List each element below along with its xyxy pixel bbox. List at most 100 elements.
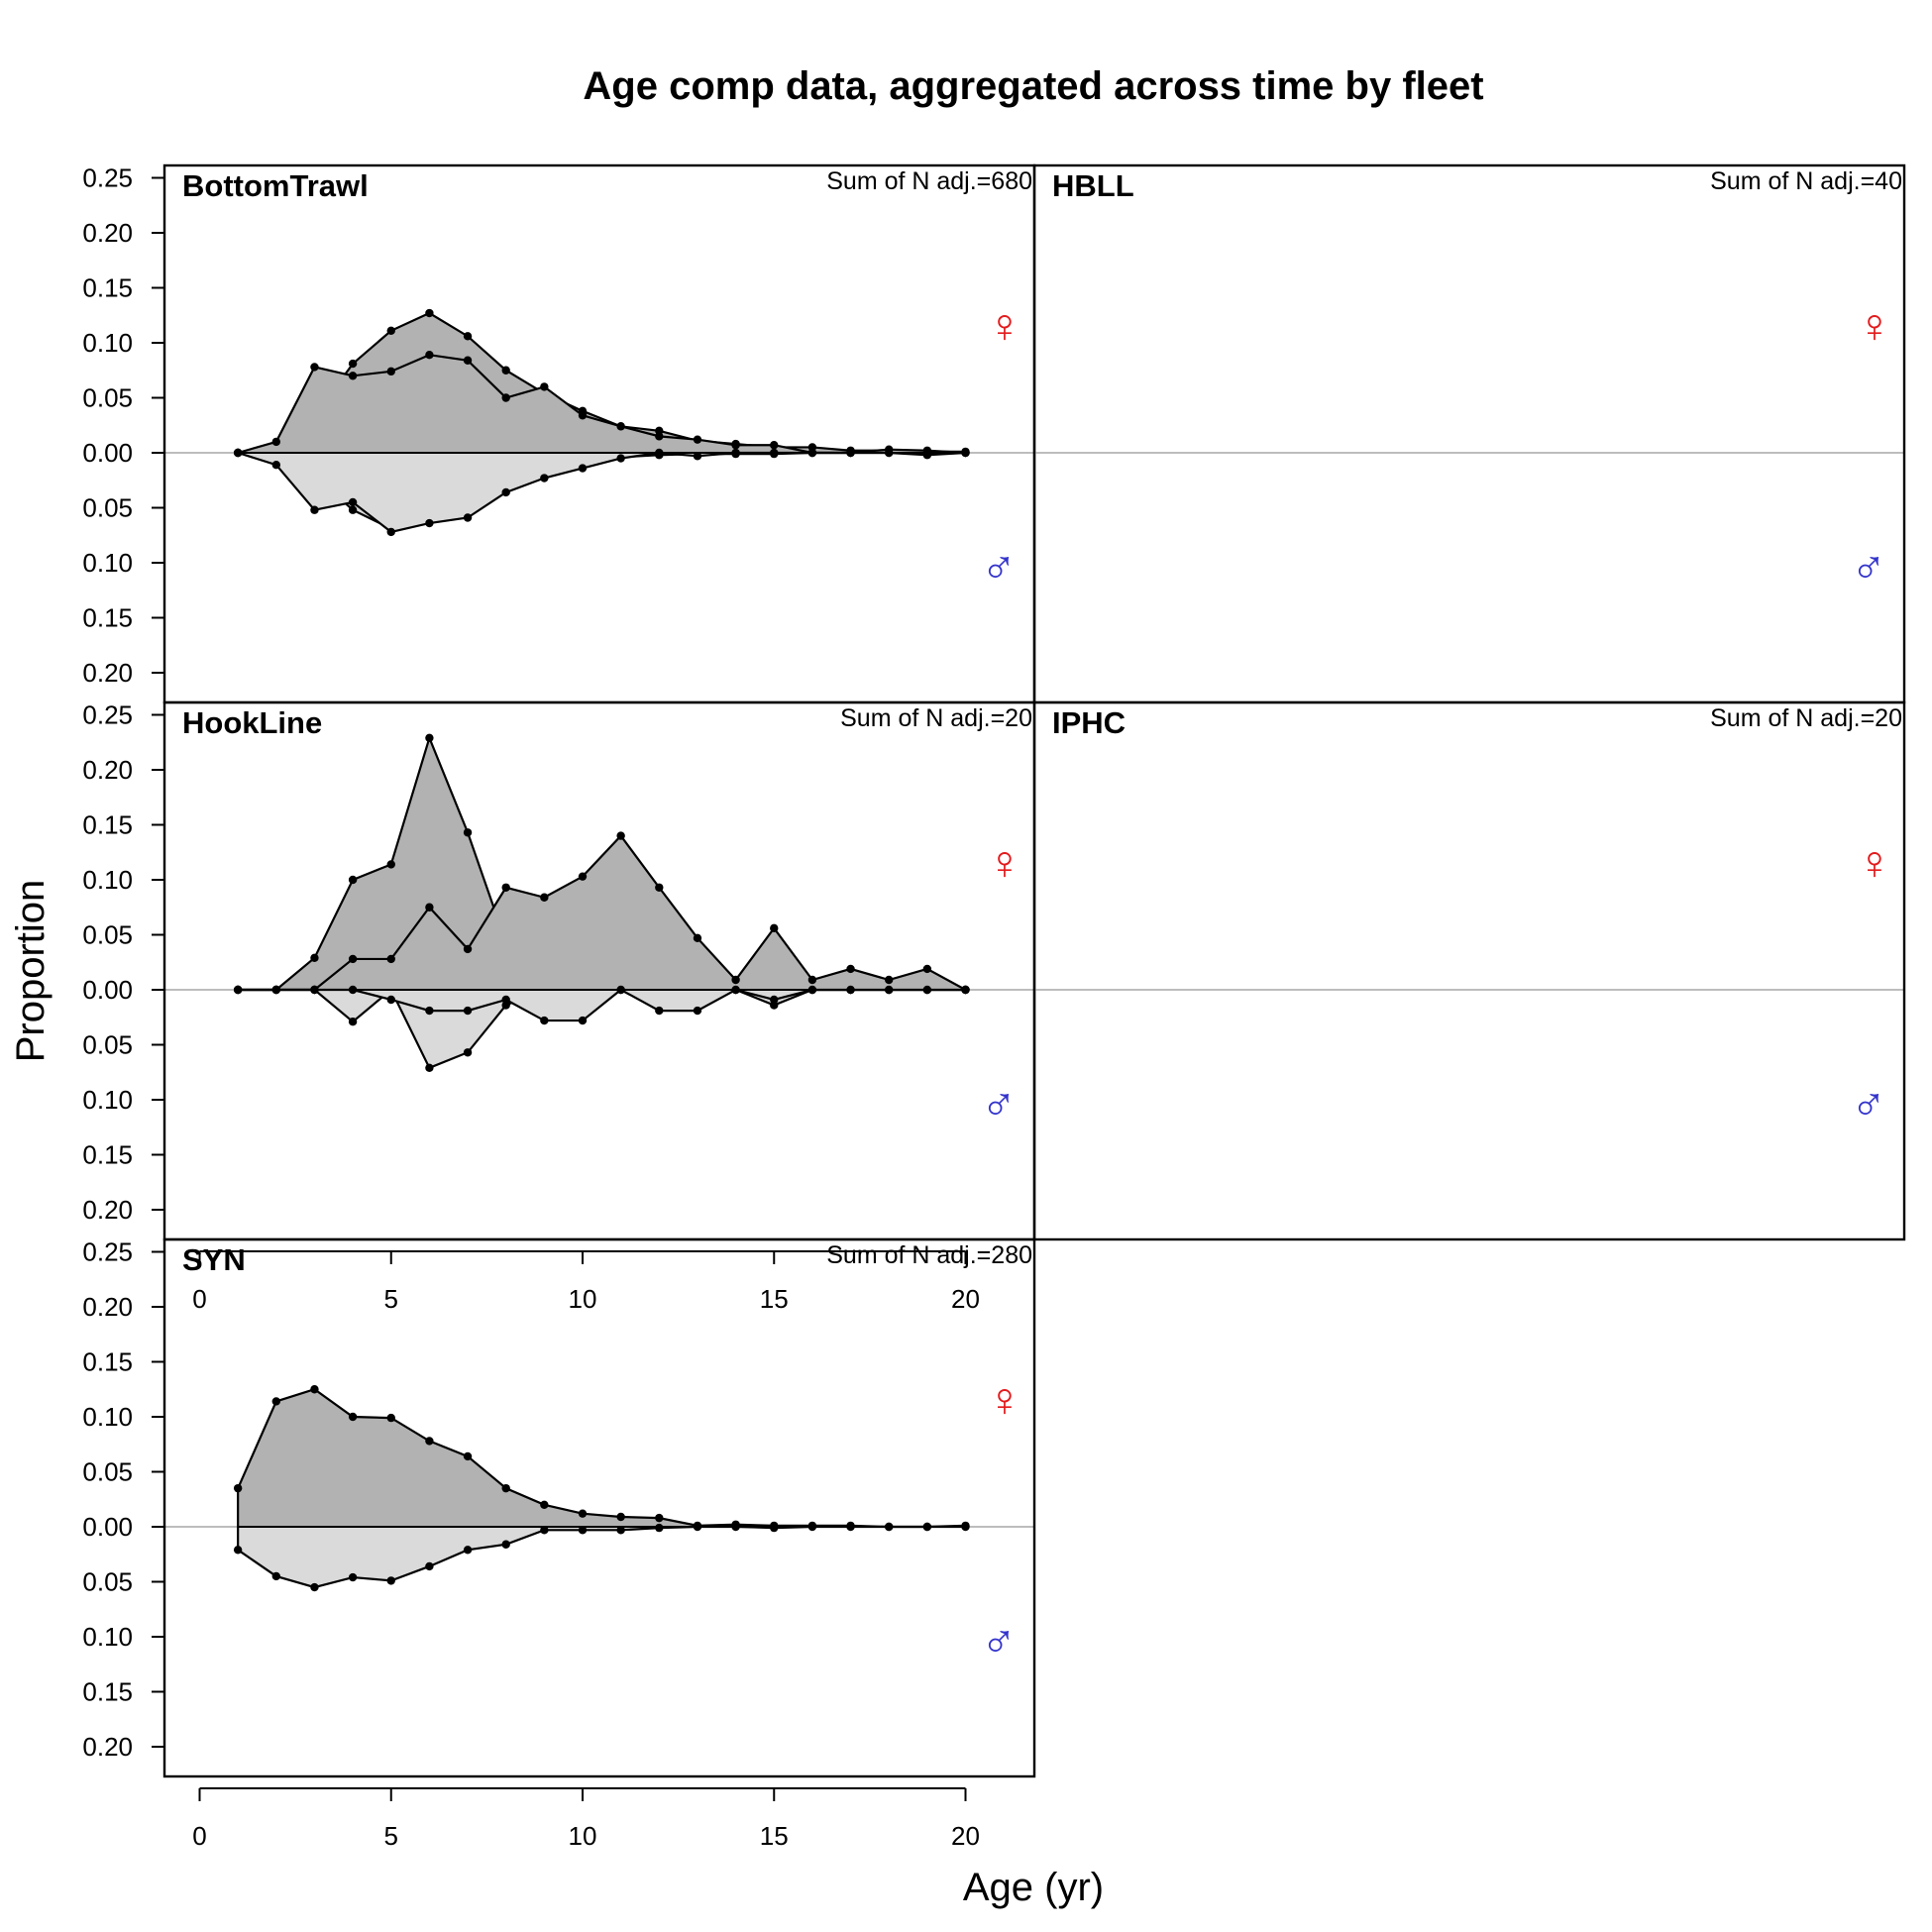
female-point [233, 1483, 243, 1493]
male-point [501, 487, 510, 497]
male-point [731, 985, 740, 995]
female-point [540, 382, 549, 391]
male-series-line [237, 451, 966, 534]
female-point [655, 1513, 664, 1523]
male-point [425, 518, 434, 528]
panel-name: IPHC [1052, 705, 1126, 740]
male-point [961, 1522, 970, 1532]
y-tick-label: 0.20 [82, 1195, 133, 1225]
male-point [846, 985, 855, 995]
x-tick-label: 15 [760, 1284, 789, 1314]
male-point [540, 1016, 549, 1025]
male-point [846, 1522, 855, 1532]
panel-frame [1032, 700, 1906, 1241]
male-point [616, 985, 625, 995]
male-area [238, 1527, 966, 1588]
y-tick-label: 0.10 [82, 328, 133, 358]
female-point [348, 359, 358, 369]
female-point [386, 954, 395, 964]
y-tick-label: 0.25 [82, 1237, 133, 1267]
male-point [463, 1006, 473, 1016]
female-point [348, 372, 358, 380]
y-tick-label: 0.10 [82, 1085, 133, 1115]
male-point [807, 448, 817, 458]
y-tick-label: 0.15 [82, 1347, 133, 1377]
male-point [348, 505, 358, 514]
female-area [238, 355, 966, 453]
male-point [578, 464, 588, 473]
male-symbol-icon: ♂ [981, 1079, 1017, 1131]
male-point [885, 448, 894, 458]
female-point [655, 883, 664, 892]
female-area [238, 835, 966, 990]
y-tick-label: 0.00 [82, 1512, 133, 1542]
x-tick-label: 15 [760, 1821, 789, 1851]
male-point [731, 1522, 740, 1532]
female-point [540, 1500, 549, 1510]
male-symbol-icon: ♂ [1851, 1079, 1886, 1131]
female-point [770, 441, 779, 450]
male-symbol-icon: ♂ [981, 542, 1017, 594]
panel-annotation: Sum of N adj.=20 [1710, 704, 1902, 732]
panel-hbll: HBLL Sum of N adj.=40 ♀ ♂ [233, 163, 1906, 704]
male-point [770, 1523, 779, 1533]
male-point [310, 505, 319, 514]
male-point [885, 985, 894, 995]
male-point [693, 1006, 702, 1016]
female-point [655, 432, 664, 441]
female-point [693, 933, 702, 943]
y-tick-label: 0.15 [82, 810, 133, 840]
female-point [310, 1385, 319, 1394]
female-symbol-icon: ♀ [1857, 837, 1892, 890]
female-point [463, 828, 473, 837]
y-tick-label: 0.15 [82, 1140, 133, 1170]
female-point [501, 883, 510, 892]
panel-annotation: Sum of N adj.=680 [826, 167, 1032, 195]
male-point [885, 1522, 894, 1532]
panel-frame [162, 1237, 1036, 1778]
y-tick-label: 0.15 [82, 603, 133, 633]
panels-layer: BottomTrawl Sum of N adj.=680 ♀ ♂ 0.25 0.20 0.… [82, 163, 1906, 1851]
y-tick-label: 0.20 [82, 218, 133, 248]
male-symbol-icon: ♂ [1851, 542, 1886, 594]
female-point [616, 422, 625, 431]
panel-name: HBLL [1052, 168, 1134, 203]
male-area [238, 990, 966, 1068]
y-tick-label: 0.05 [82, 1457, 133, 1487]
x-axis-label: Age (yr) [963, 1866, 1104, 1909]
male-symbol-icon: ♂ [981, 1616, 1017, 1668]
female-point [348, 954, 358, 964]
male-point [578, 1016, 588, 1025]
panel-name: HookLine [182, 705, 322, 740]
male-point [731, 448, 740, 458]
y-tick-label: 0.00 [82, 975, 133, 1005]
female-point [578, 872, 588, 881]
y-tick-label: 0.20 [82, 1292, 133, 1322]
female-point [386, 860, 395, 869]
female-point [693, 435, 702, 444]
female-point [425, 1437, 434, 1446]
y-tick-label: 0.15 [82, 273, 133, 303]
male-point [540, 1526, 549, 1535]
y-tick-label: 0.20 [82, 658, 133, 688]
y-tick-label: 0.05 [82, 493, 133, 523]
x-tick-label: 5 [384, 1821, 398, 1851]
female-point [846, 964, 855, 974]
male-point [386, 527, 395, 537]
female-point [310, 363, 319, 372]
male-point [501, 995, 510, 1005]
y-tick-label: 0.25 [82, 700, 133, 730]
male-point [310, 985, 319, 995]
y-tick-label: 0.10 [82, 865, 133, 895]
y-tick-label: 0.15 [82, 1677, 133, 1707]
male-point [501, 1540, 510, 1549]
female-point [463, 332, 473, 341]
male-point [386, 995, 395, 1005]
female-point [425, 308, 434, 318]
male-point [693, 452, 702, 461]
female-series-line [238, 833, 967, 992]
panel-annotation: Sum of N adj.=40 [1710, 167, 1902, 195]
female-symbol-icon: ♀ [1857, 300, 1892, 353]
female-point [578, 1509, 588, 1518]
